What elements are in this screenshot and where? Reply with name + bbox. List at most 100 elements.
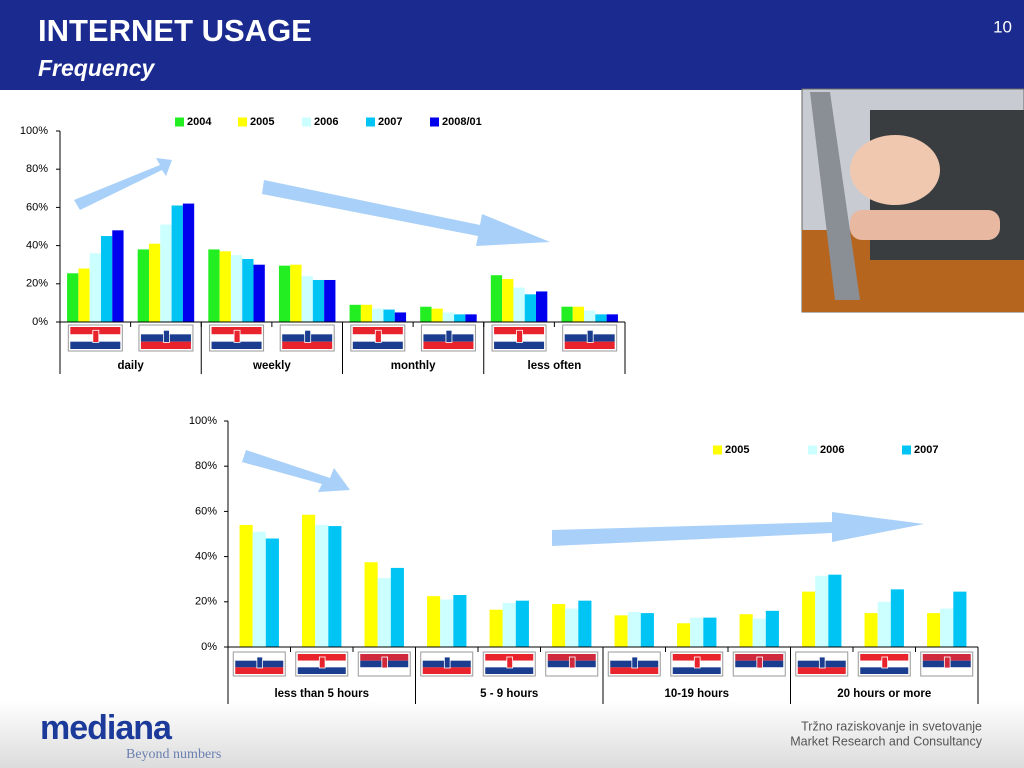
y-tick-label: 80% <box>195 460 217 472</box>
y-tick-label: 100% <box>189 415 217 427</box>
bar <box>360 304 373 322</box>
bar <box>442 312 455 322</box>
flag <box>350 324 406 352</box>
flag <box>232 651 286 677</box>
bar <box>239 524 253 647</box>
bar <box>253 264 265 322</box>
bar <box>614 615 628 647</box>
bar <box>171 205 183 322</box>
bar <box>278 265 291 322</box>
bar <box>940 608 954 647</box>
flag-emblem <box>256 656 264 669</box>
bar <box>515 600 529 647</box>
bar <box>802 591 816 647</box>
bar <box>148 243 161 322</box>
flag-emblem <box>693 656 701 669</box>
legend-label: 2007 <box>378 116 402 128</box>
bar <box>112 230 124 322</box>
bar <box>454 314 466 322</box>
bar <box>427 596 441 647</box>
bar <box>828 574 842 647</box>
bar <box>328 526 342 647</box>
flag-stripe <box>297 667 346 674</box>
bar <box>324 279 336 322</box>
legend-swatch <box>713 445 722 455</box>
bar <box>565 608 579 647</box>
bar <box>100 236 113 322</box>
bar <box>595 314 607 322</box>
flag-stripe <box>235 667 284 674</box>
bar <box>465 314 477 322</box>
bar <box>572 306 585 322</box>
flag-stripe <box>140 341 191 349</box>
bar <box>160 224 172 322</box>
flag-emblem <box>756 656 764 669</box>
bar <box>584 310 596 322</box>
bar <box>502 602 516 647</box>
y-tick-label: 0% <box>32 316 48 328</box>
bar <box>552 604 566 647</box>
legend-label: 2005 <box>250 116 274 128</box>
flag <box>279 324 335 352</box>
group-label: daily <box>118 360 145 372</box>
bar <box>265 538 279 647</box>
group-label: monthly <box>391 360 436 372</box>
flag <box>67 324 123 352</box>
legend-swatch <box>808 445 817 455</box>
bar <box>640 613 654 647</box>
bar <box>67 273 79 322</box>
flag <box>920 651 974 677</box>
legend-swatch <box>175 117 184 127</box>
bar <box>536 291 548 322</box>
flag <box>491 324 547 352</box>
flag <box>795 651 849 677</box>
flag-stripe <box>494 341 545 349</box>
bar <box>703 617 717 647</box>
flag-stripe <box>672 667 721 674</box>
flag-emblem <box>443 656 451 669</box>
flag-stripe <box>564 341 615 349</box>
bar <box>390 567 404 647</box>
bar <box>290 264 302 322</box>
arrow <box>242 450 350 492</box>
bar <box>137 249 149 322</box>
arrow <box>74 158 172 210</box>
flag <box>857 651 911 677</box>
flag <box>607 651 661 677</box>
bar <box>815 575 829 647</box>
bar <box>927 613 941 647</box>
legend-swatch <box>902 445 911 455</box>
flag-emblem <box>568 656 576 669</box>
flag-stripe <box>922 667 971 674</box>
bar <box>513 287 525 322</box>
legend-label: 2006 <box>820 444 844 456</box>
flag-emblem <box>445 329 453 343</box>
flag-stripe <box>735 667 784 674</box>
flag <box>420 651 474 677</box>
flag <box>138 324 194 352</box>
bar <box>78 268 90 322</box>
flag <box>357 651 411 677</box>
bar <box>502 279 514 322</box>
legend-label: 2007 <box>914 444 938 456</box>
flag <box>732 651 786 677</box>
flag-emblem <box>631 656 639 669</box>
arrow <box>262 180 550 246</box>
bar <box>230 255 243 322</box>
flag-emblem <box>304 329 312 343</box>
bar <box>420 306 432 322</box>
flag <box>545 651 599 677</box>
group-label: weekly <box>252 360 291 372</box>
bar <box>242 258 254 322</box>
bar <box>219 251 231 322</box>
flag <box>670 651 724 677</box>
bar <box>302 514 316 647</box>
footer-text: Market Research and Consultancy <box>790 734 983 748</box>
bar <box>578 600 592 647</box>
flag-stripe <box>70 341 121 349</box>
y-tick-label: 100% <box>20 125 48 137</box>
bar <box>364 562 378 647</box>
flag-emblem <box>516 329 523 343</box>
flag-stripe <box>211 341 262 349</box>
bar <box>312 279 325 322</box>
